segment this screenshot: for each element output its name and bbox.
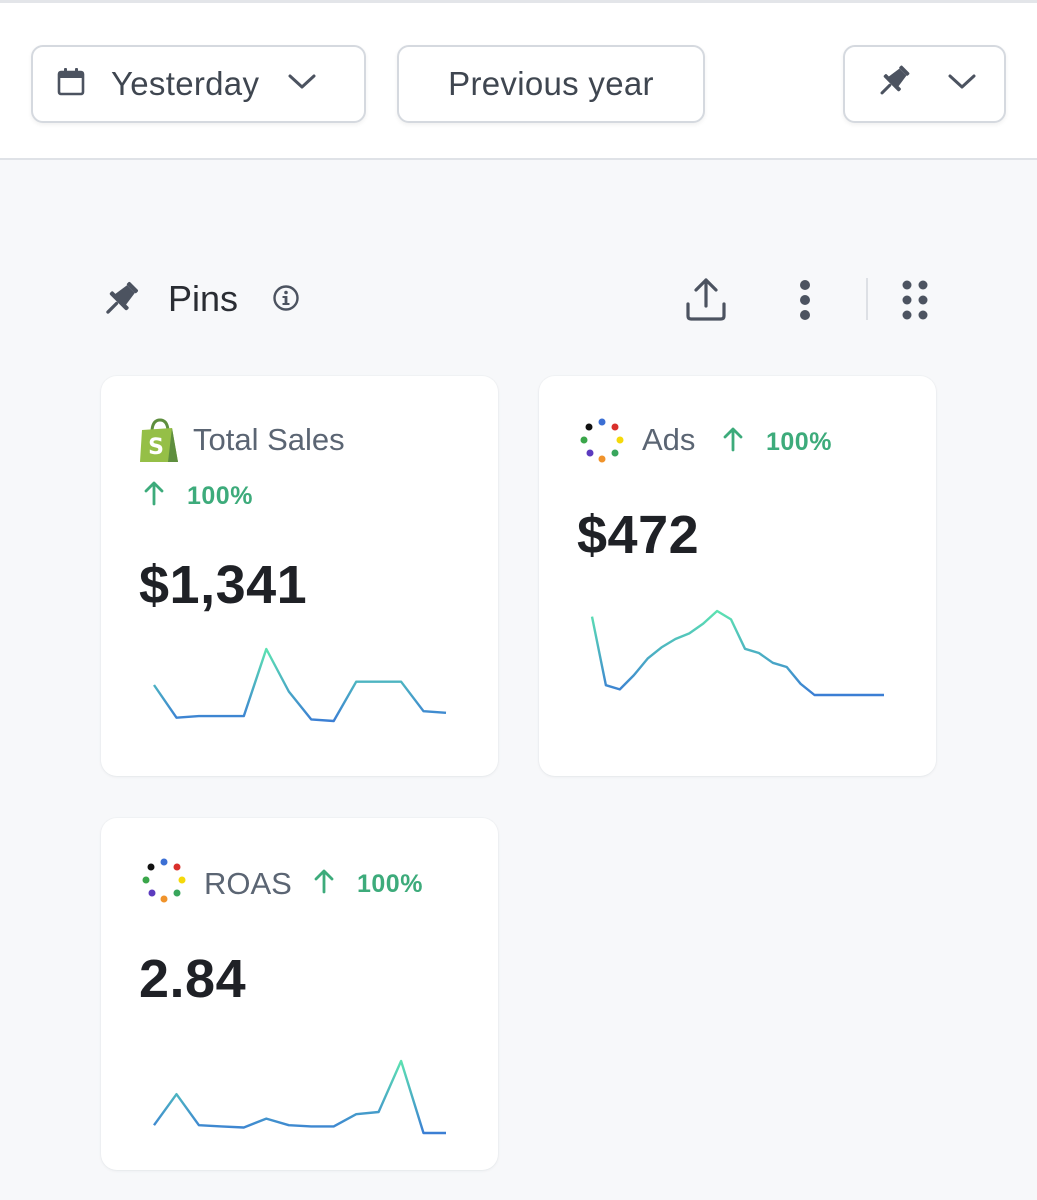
roas-dots-icon [139,856,189,911]
svg-text:S: S [148,435,164,460]
sparkline-total-sales [153,647,447,723]
arrow-up-icon [722,426,744,459]
share-export-icon[interactable] [684,276,728,327]
compare-period-label: Previous year [448,65,654,102]
calendar-icon [57,67,85,102]
change-percent: 100% [766,428,832,456]
change-indicator: 100% [722,426,832,459]
sparkline-roas [153,1059,446,1135]
pins-title: Pins [168,278,239,319]
sparkline-series [590,609,884,697]
metric-value: $1,341 [139,555,308,615]
change-percent: 100% [187,482,253,510]
metric-card-roas[interactable]: ROAS 100% 2.84 [101,818,498,1170]
divider [866,278,868,320]
change-percent: 100% [357,870,423,898]
metric-value: 2.84 [139,949,247,1009]
metric-card-ads[interactable]: Ads 100% $472 [539,376,936,776]
sparkline-series [153,647,447,723]
metric-value: $472 [577,505,700,565]
sparkline-series [153,1059,446,1135]
metric-name: Ads [642,422,696,457]
arrow-up-icon [143,480,165,513]
more-vertical-icon[interactable] [790,276,820,327]
pin-icon [873,62,913,107]
change-indicator: 100% [143,480,253,513]
chevron-down-icon [287,73,317,96]
sparkline-ads [590,609,884,697]
info-icon[interactable] [271,283,301,318]
chevron-down-icon [947,73,977,96]
arrow-up-icon [313,868,335,901]
pin-menu-button[interactable] [843,45,1006,123]
top-toolbar: Yesterday Previous year [0,0,1037,160]
metric-name: Total Sales [193,422,345,457]
shopify-bag-icon: S [138,418,182,469]
pins-section-header: Pins [0,270,1037,330]
pin-icon [98,278,142,327]
ads-dots-icon [577,416,627,471]
drag-handle-icon[interactable] [898,278,932,327]
date-range-button[interactable]: Yesterday [31,45,366,123]
date-range-label: Yesterday [111,65,260,102]
compare-period-button[interactable]: Previous year [397,45,705,123]
metric-card-total-sales[interactable]: S Total Sales 100% $1,341 [101,376,498,776]
change-indicator: 100% [313,868,423,901]
metric-name: ROAS [204,866,292,901]
